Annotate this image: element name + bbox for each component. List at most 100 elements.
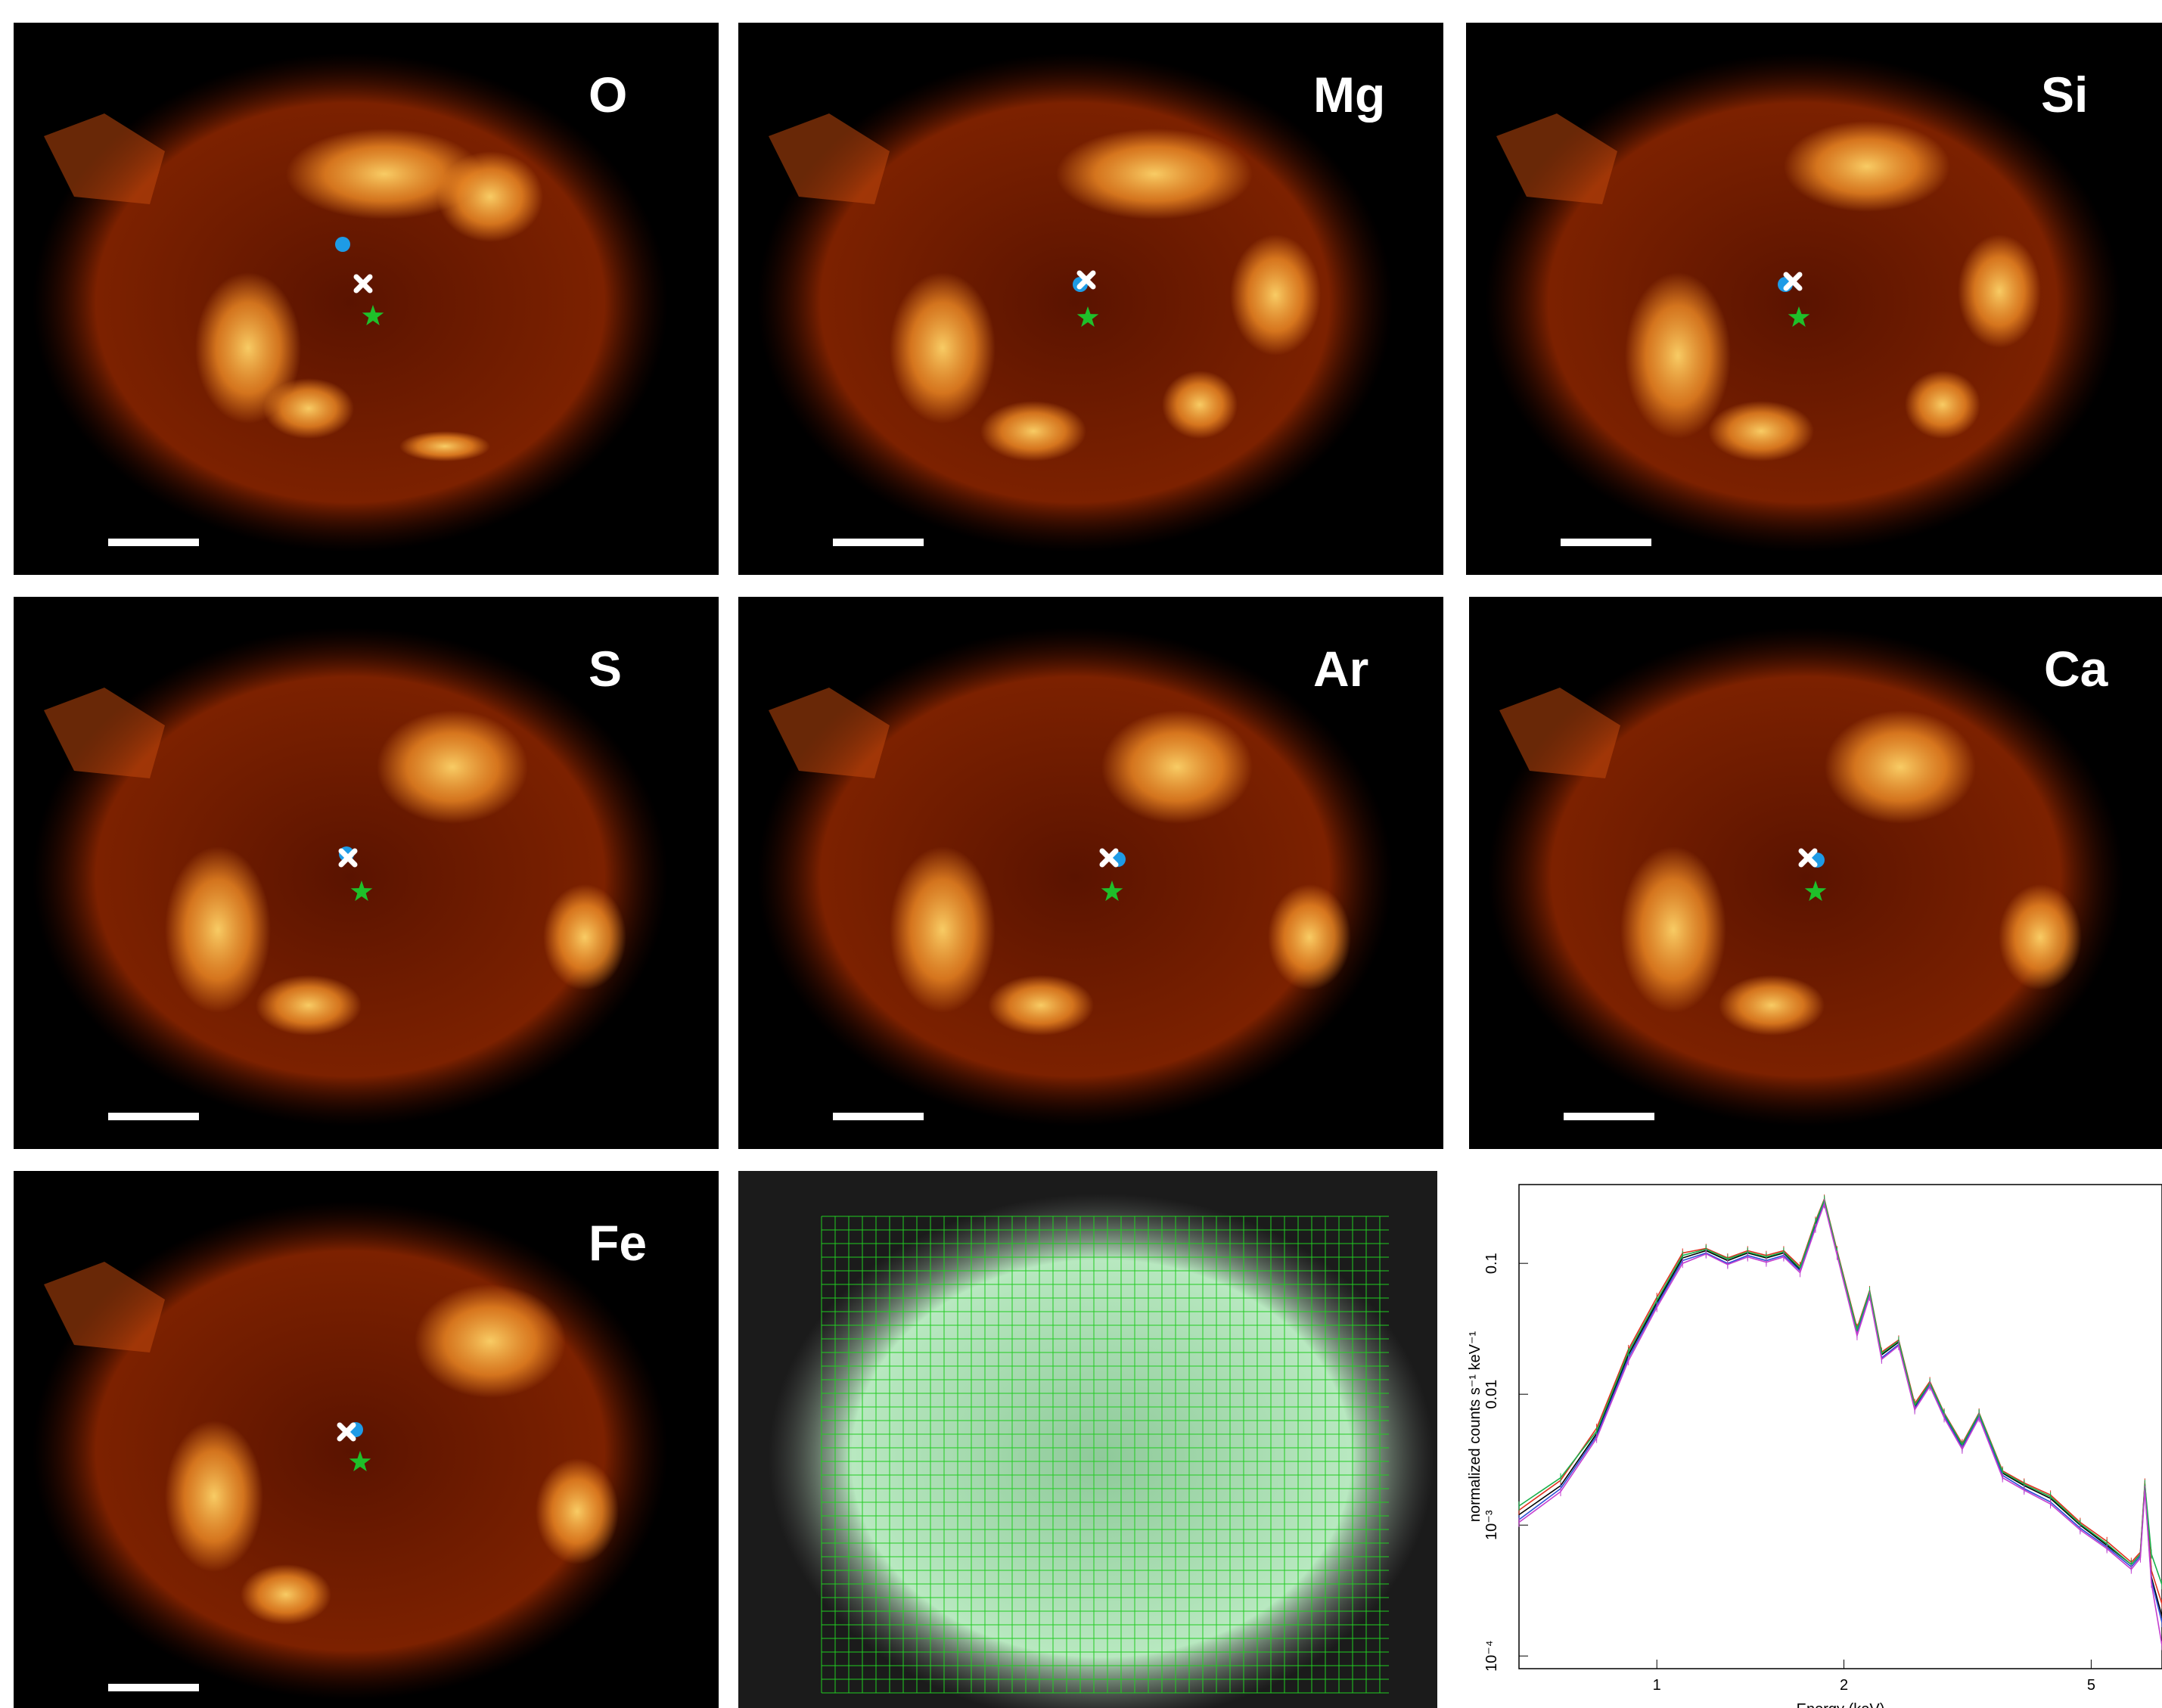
emission-knot [399,431,490,461]
emission-knot [1958,234,2041,348]
scale-bar [108,1113,199,1120]
green-star-marker-icon [1076,306,1099,328]
white-cross-marker-icon [1076,270,1096,290]
emission-knot [1162,371,1238,439]
element-label: Ar [1313,641,1369,697]
emission-knot [165,1421,263,1572]
map-panel-si: Si [1466,23,2162,575]
remnant-shell [33,627,668,1126]
western-jet [769,113,890,204]
emission-knot [1268,884,1351,990]
spectrum-series-3 [1518,1197,2162,1585]
emission-knot [1999,884,2082,990]
white-cross-marker-icon [1099,848,1119,868]
emission-knot [1719,975,1825,1036]
western-jet [769,688,890,778]
y-tick-label: 0.1 [1483,1253,1500,1274]
emission-knot [988,975,1094,1036]
spectra-chart-panel: 1 2 5 0.1 0.01 10⁻³ 10⁻⁴ normalized counts s⁻¹ … [1452,1171,2162,1708]
remnant-image [757,53,1393,552]
emission-knot [1825,710,1976,824]
remnant-shell [33,53,668,552]
emission-knot [286,129,483,219]
white-cross-marker-icon [338,848,358,868]
remnant-glow [769,1194,1434,1708]
white-cross-marker-icon [1783,272,1803,291]
white-cross-marker-icon [337,1422,356,1442]
scale-bar [108,1684,199,1691]
x-tick-label: 5 [2087,1677,2095,1694]
western-jet [44,1262,165,1352]
emission-knot [1905,371,1980,439]
plot-frame [1518,1184,2162,1669]
map-panel-s: S [14,597,719,1149]
y-axis-label: normalized counts s⁻¹ keV⁻¹ [1467,1331,1483,1523]
map-panel-mg: Mg [738,23,1443,575]
y-tick-label: 0.01 [1483,1380,1500,1409]
element-label: Fe [589,1215,648,1271]
remnant-shell [33,1201,668,1700]
map-panel-fe: Fe [14,1171,719,1708]
element-label: Ca [2044,641,2108,697]
remnant-image [757,627,1393,1126]
emission-knot [415,1284,566,1398]
grid-region-panel [738,1171,1437,1708]
emission-knot [890,272,996,424]
emission-knot [980,401,1086,461]
emission-knot [377,710,528,824]
element-label: Mg [1313,67,1386,123]
scale-bar [833,1113,924,1120]
green-star-marker-icon [1788,306,1810,328]
region-grid [821,1216,1389,1694]
y-tick-label: 10⁻⁴ [1483,1641,1500,1672]
x-axis-label: Energy (keV) [1797,1701,1885,1708]
emission-knot [256,975,362,1036]
emission-knot [1101,710,1253,824]
remnant-image [33,1201,668,1700]
emission-knot [1625,272,1731,439]
map-panel-ar: Ar [738,597,1443,1149]
emission-knot [437,151,543,242]
emission-knot [1620,846,1726,1013]
map-panel-o: O [14,23,719,575]
emission-knot [1784,121,1950,212]
spectrum-series-4 [1518,1201,2162,1646]
remnant-shell [757,627,1393,1126]
green-star-marker-icon [349,1451,371,1472]
emission-knot [1056,129,1253,219]
scale-bar [833,539,924,546]
element-label: O [589,67,628,123]
green-star-marker-icon [350,880,373,902]
white-cross-marker-icon [1798,848,1818,868]
green-star-marker-icon [1804,880,1827,902]
emission-knot [165,846,271,1013]
region-grid-image [769,1194,1434,1708]
scale-bar [1564,1113,1654,1120]
y-tick-label: 10⁻³ [1483,1510,1500,1540]
remnant-shell [1488,627,2123,1126]
scale-bar [1561,539,1651,546]
remnant-image [33,627,668,1126]
emission-knot [890,846,996,1013]
remnant-image [1488,627,2123,1126]
green-star-marker-icon [362,305,384,326]
spectra-chart: 1 2 5 0.1 0.01 10⁻³ 10⁻⁴ normalized counts s⁻¹ … [1467,1184,2162,1708]
element-label: Si [2041,67,2089,123]
spectrum-series-1 [1518,1197,2162,1604]
emission-knot [543,884,626,990]
emission-knot [195,272,301,424]
emission-knot [241,1564,331,1625]
emission-knot [536,1458,619,1564]
remnant-image [1485,53,2120,552]
emission-knot [1230,234,1321,356]
emission-knot [263,378,354,439]
emission-knot [1708,401,1814,461]
western-jet [1499,688,1620,778]
x-tick-label: 1 [1653,1677,1661,1694]
map-panel-ca: Ca [1469,597,2162,1149]
white-cross-marker-icon [353,274,373,293]
x-tick-label: 2 [1840,1677,1848,1694]
scale-bar [108,539,199,546]
western-jet [44,688,165,778]
remnant-image [33,53,668,552]
